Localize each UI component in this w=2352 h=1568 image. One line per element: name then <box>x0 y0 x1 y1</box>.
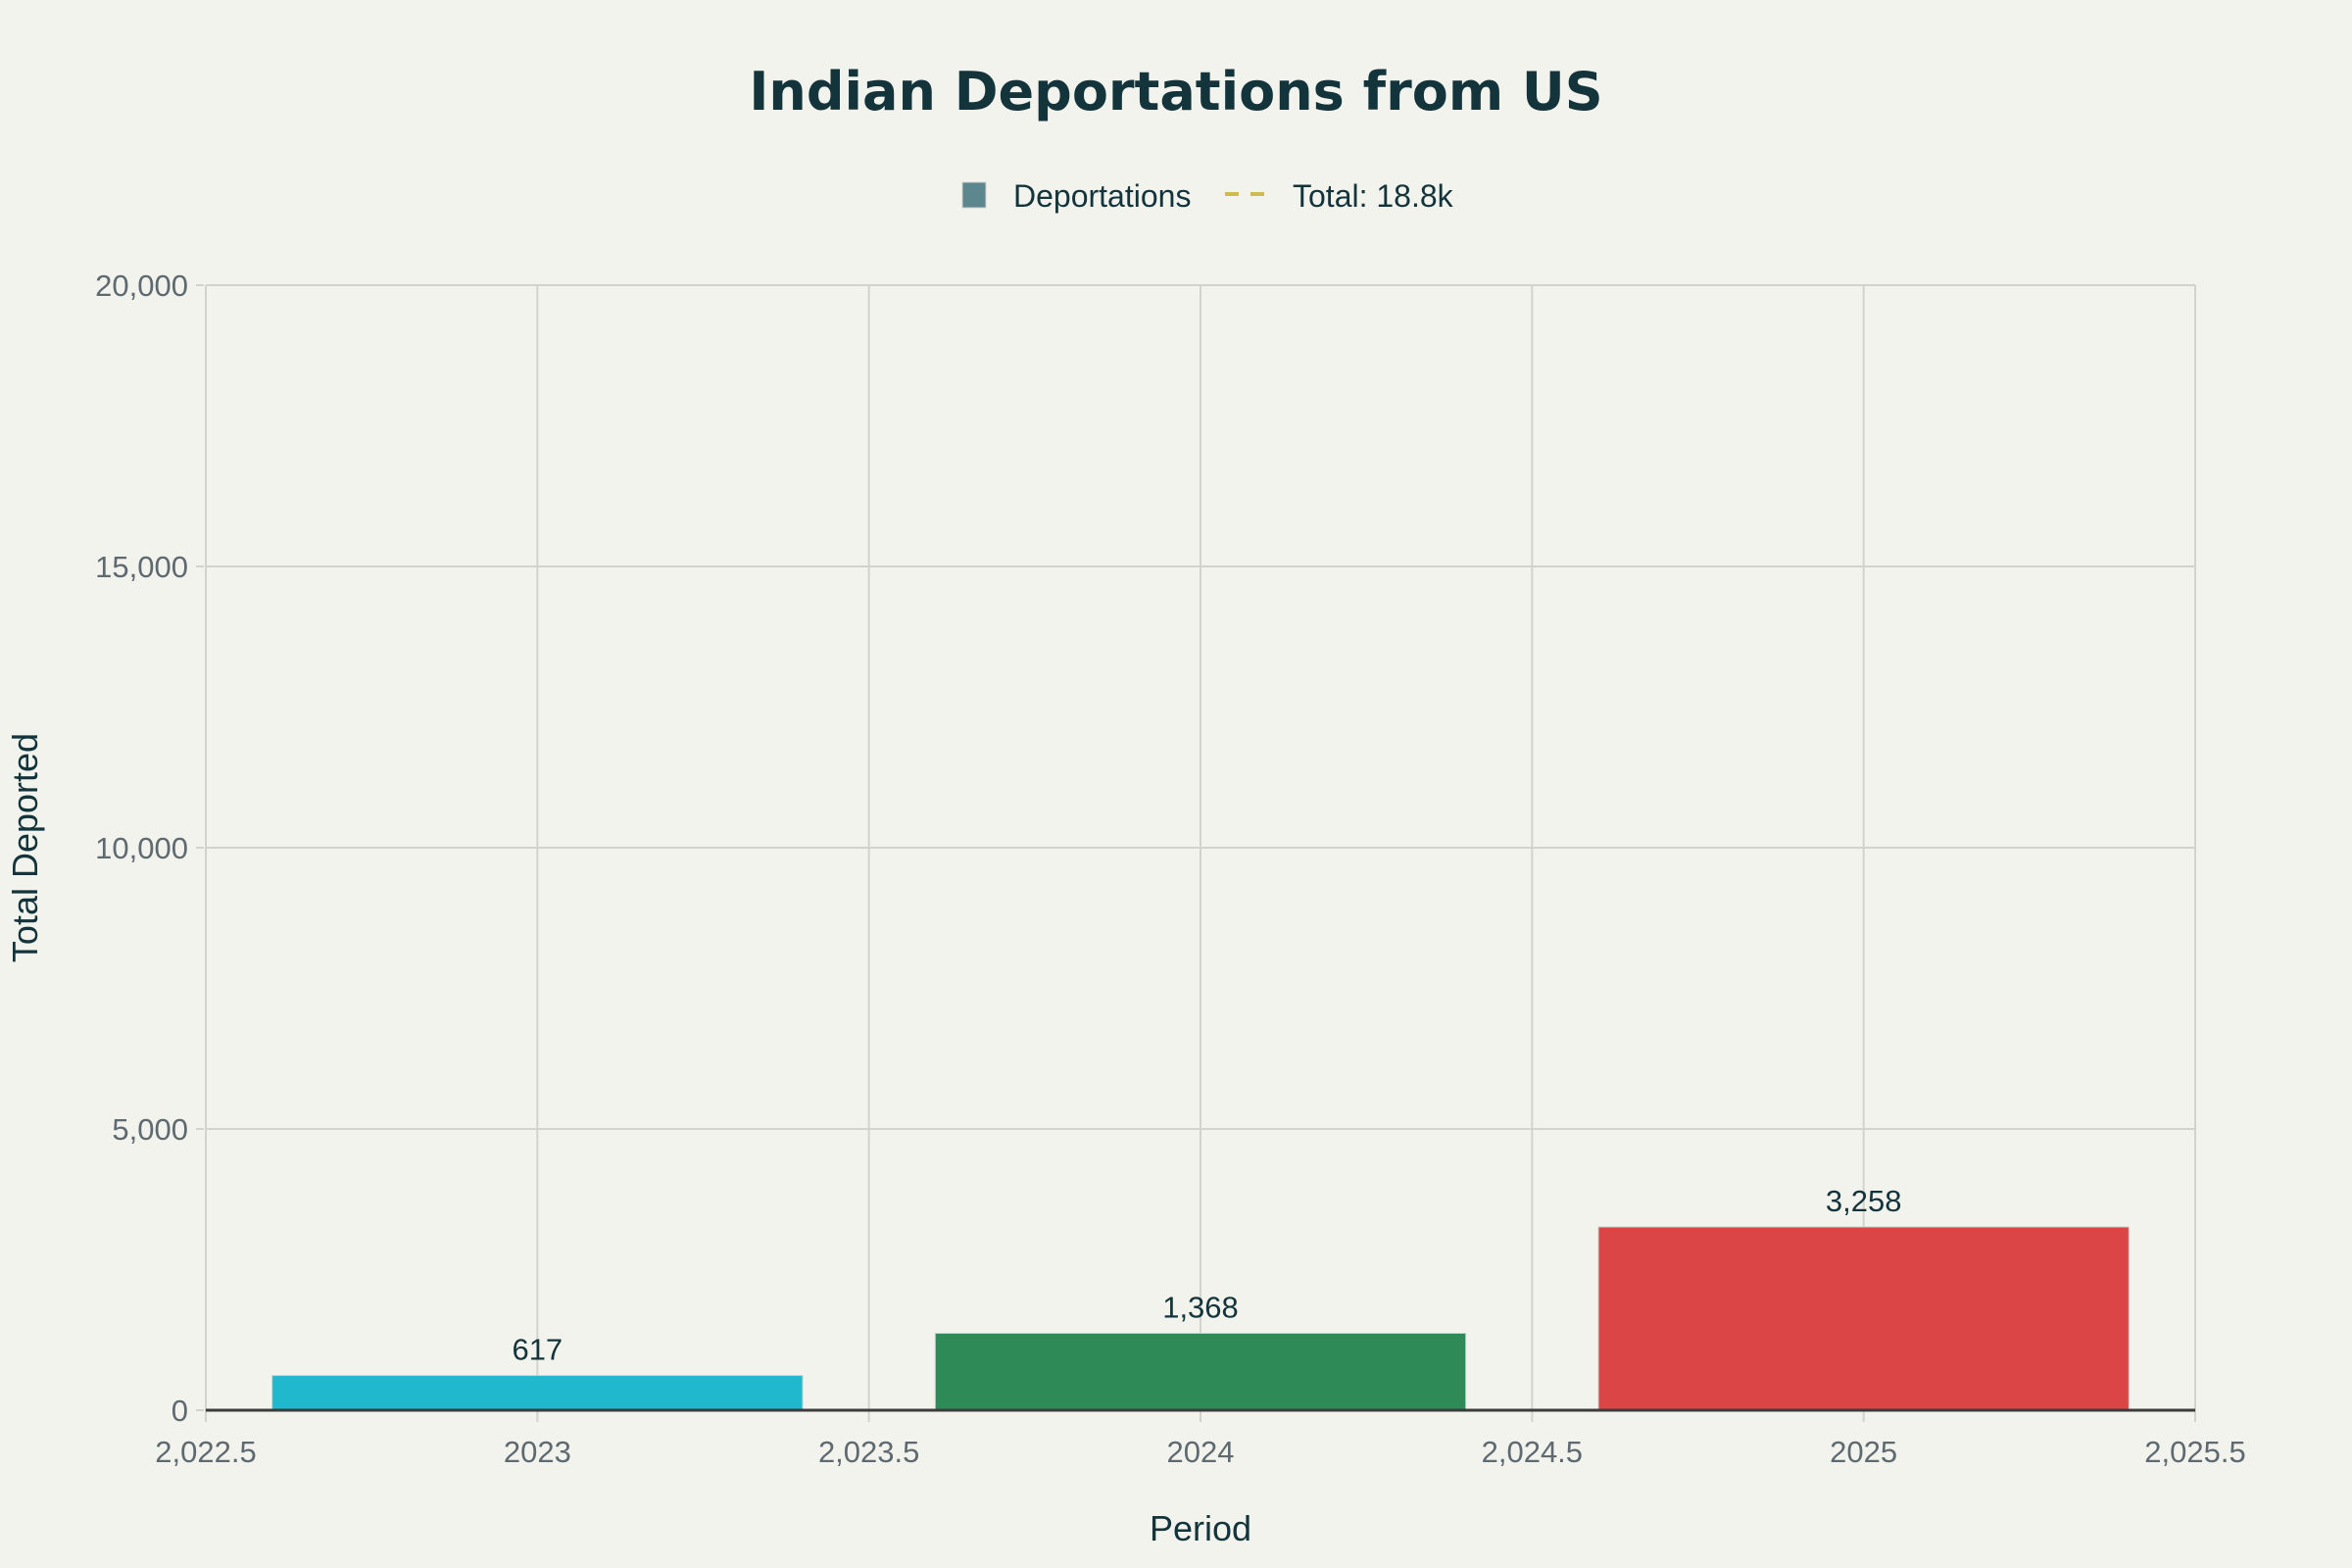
legend-label-total[interactable]: Total: 18.8k <box>1293 178 1454 214</box>
legend-label-deportations[interactable]: Deportations <box>1013 178 1191 214</box>
y-tick-label: 10,000 <box>95 831 188 865</box>
x-tick-label: 2,023.5 <box>818 1435 919 1469</box>
y-tick-label: 0 <box>172 1394 188 1428</box>
x-axis-title: Period <box>1150 1508 1251 1548</box>
legend-marker-deportations <box>961 181 987 209</box>
x-tick-label: 2,024.5 <box>1482 1435 1583 1469</box>
bar-2023[interactable] <box>271 1375 804 1411</box>
data-label-2024: 1,368 <box>1162 1290 1239 1324</box>
data-label-2023: 617 <box>512 1333 563 1367</box>
axes: 0 5,000 10,000 15,000 20,000 2,022.5 2023 2,023… <box>95 269 2246 1469</box>
x-tick-label: 2023 <box>504 1435 571 1469</box>
x-tick-label: 2024 <box>1167 1435 1235 1469</box>
x-tick-label: 2,022.5 <box>155 1435 256 1469</box>
x-tick-label: 2,025.5 <box>2144 1435 2245 1469</box>
x-tick-label: 2025 <box>1830 1435 1897 1469</box>
y-tick-label: 15,000 <box>95 550 188 584</box>
legend: Deportations Total: 18.8k <box>961 178 1454 214</box>
bar-2025[interactable] <box>1597 1226 2130 1411</box>
data-label-2025: 3,258 <box>1826 1184 1902 1218</box>
grid <box>205 284 2196 1410</box>
chart-title: Indian Deportations from US <box>749 61 1602 122</box>
y-axis-title: Total Deported <box>5 733 45 962</box>
y-tick-label: 5,000 <box>112 1112 188 1147</box>
bar-2024[interactable] <box>934 1332 1467 1411</box>
bars: 617 1,368 3,258 <box>271 1184 2130 1411</box>
y-tick-label: 20,000 <box>95 269 188 303</box>
